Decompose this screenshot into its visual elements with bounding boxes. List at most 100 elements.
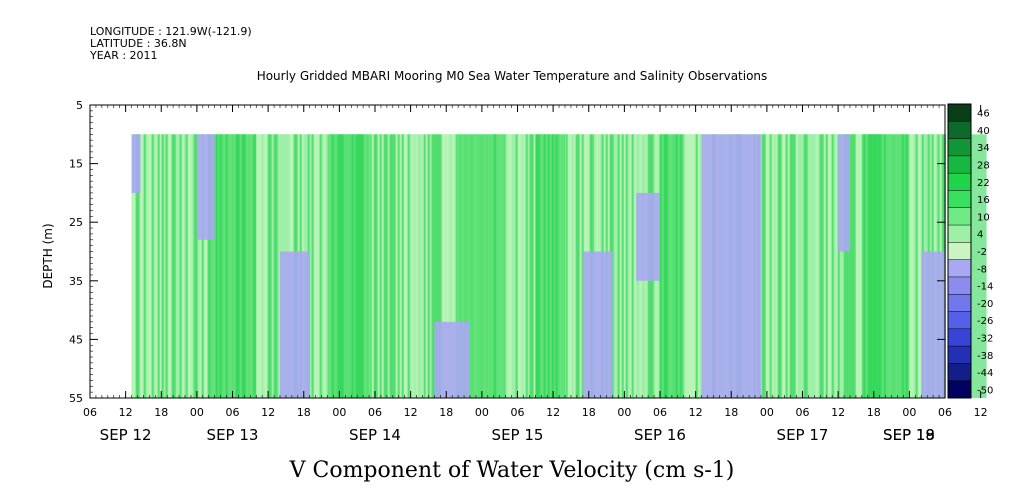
heatmap-cell: [135, 134, 139, 399]
heatmap-cell: [573, 134, 577, 399]
heatmap-cell: [525, 134, 529, 399]
heatmap-cell: [761, 134, 765, 399]
colorbar-label: -50: [977, 385, 993, 396]
x-axis-label: V Component of Water Velocity (cm s-1): [289, 458, 735, 483]
heatmap-cell: [403, 134, 407, 399]
heatmap-cell: [199, 134, 203, 399]
heatmap-cell: [427, 134, 431, 399]
heatmap-cell: [377, 134, 381, 399]
heatmap-cell: [197, 134, 201, 399]
heatmap-cell: [817, 134, 821, 399]
heatmap-cell: [569, 134, 573, 399]
x-date-label: SEP 16: [634, 426, 686, 444]
heatmap-cell: [833, 134, 837, 399]
heatmap-cell: [275, 134, 279, 399]
heatmap-cell: [173, 134, 177, 399]
negative-streak: [280, 251, 310, 398]
heatmap-cell: [697, 134, 701, 399]
heatmap-cell: [257, 134, 261, 399]
heatmap-cell: [413, 134, 417, 399]
heatmap-cell: [685, 134, 689, 399]
heatmap-cell: [205, 134, 209, 399]
heatmap-cell: [145, 134, 149, 399]
x-hour-label: 18: [724, 406, 738, 419]
heatmap-cell: [261, 134, 265, 399]
heatmap-cell: [691, 134, 695, 399]
heatmap-cell: [629, 134, 633, 399]
heatmap-cell: [847, 134, 851, 399]
x-date-label: SEP 19: [883, 426, 935, 444]
heatmap-cell: [277, 134, 281, 399]
heatmap-cell: [615, 134, 619, 399]
heatmap-cell: [625, 134, 629, 399]
heatmap-cell: [255, 134, 259, 399]
heatmap-cell: [771, 134, 775, 399]
heatmap-cell: [137, 134, 141, 399]
colorbar-swatch: [948, 104, 971, 122]
heatmap-cell: [781, 134, 785, 399]
colorbar-frame: [947, 103, 972, 399]
heatmap-cell: [385, 134, 389, 399]
x-hour-label: 06: [938, 406, 952, 419]
heatmap-cell: [911, 134, 915, 399]
heatmap-cell: [141, 134, 145, 399]
heatmap-cell: [155, 134, 159, 399]
heatmap-cell: [815, 134, 819, 399]
heatmap-cell: [187, 134, 191, 399]
x-hour-label: 12: [261, 406, 275, 419]
axes: 06 12 18 00 06 12 18 00 06 12 18 00 06 12 18 00 06 12 18 00…: [69, 99, 988, 444]
x-hour-label: 12: [689, 406, 703, 419]
heatmap-cell: [311, 134, 315, 399]
negative-streak: [921, 251, 945, 398]
latitude-label: LATITUDE : 36.8N: [90, 37, 187, 50]
heatmap-cell: [843, 134, 847, 399]
heatmap-cell: [805, 134, 809, 399]
heatmap-cell: [619, 134, 623, 399]
heatmap-cell: [189, 134, 193, 399]
heatmap-cell: [779, 134, 783, 399]
x-hour-label: 06: [653, 406, 667, 419]
heatmap-cell: [159, 134, 163, 399]
heatmap-cell: [421, 134, 425, 399]
heatmap-cell: [429, 134, 433, 399]
heatmap-cell: [765, 134, 769, 399]
colorbar-label: -38: [977, 351, 993, 362]
colorbar-swatch: [948, 207, 971, 226]
negative-streak: [701, 134, 761, 399]
heatmap-cell: [415, 134, 419, 399]
heatmap-cell: [517, 134, 521, 399]
heatmap-cell: [265, 134, 269, 399]
heatmap-cell: [321, 134, 325, 399]
x-hour-label: 00: [190, 406, 204, 419]
heatmap-cell: [835, 134, 839, 399]
colorbar-label: 46: [977, 109, 990, 120]
heatmap-cell: [433, 134, 437, 399]
heatmap-cell: [191, 134, 195, 399]
colorbar-swatch: [948, 155, 971, 174]
x-hour-label: 00: [617, 406, 631, 419]
heatmap-cell: [139, 134, 143, 399]
heatmap-cell: [147, 134, 151, 399]
heatmap-cell: [793, 134, 797, 399]
colorbar-swatch: [948, 225, 971, 243]
heatmap-band: [535, 134, 565, 399]
heatmap-cell: [405, 134, 409, 399]
heatmap-cell: [387, 134, 391, 399]
heatmap-cell: [827, 134, 831, 399]
colorbar-swatch: [948, 138, 971, 157]
colorbar-swatch: [948, 294, 971, 313]
heatmap-cell: [811, 134, 815, 399]
heatmap-cell: [399, 134, 403, 399]
heatmap-cell: [441, 134, 445, 399]
heatmap-cell: [767, 134, 771, 399]
heatmap-cell: [505, 134, 509, 399]
heatmap-cell: [167, 134, 171, 399]
heatmap-cell: [819, 134, 823, 399]
heatmap-cell: [523, 134, 527, 399]
heatmap-cell: [837, 134, 841, 399]
x-date-label: SEP 13: [207, 426, 259, 444]
heatmap-cell: [621, 134, 625, 399]
colorbar-label: 28: [977, 161, 990, 172]
x-hour-label: 12: [831, 406, 845, 419]
heatmap-cell: [369, 134, 373, 399]
